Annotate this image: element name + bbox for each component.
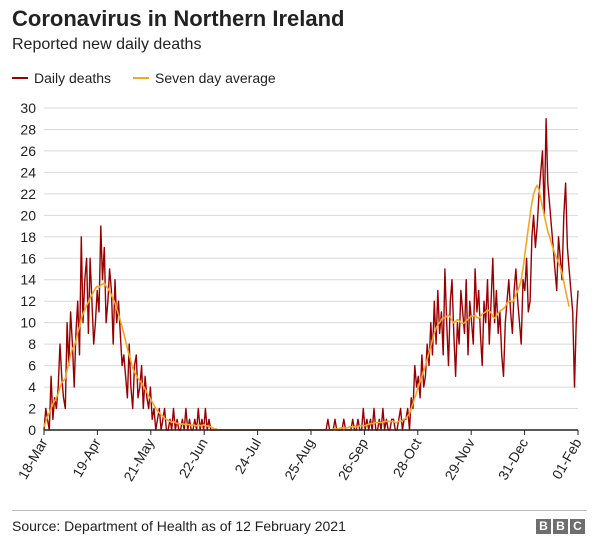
y-tick-label: 22 — [20, 186, 36, 202]
x-tick-label: 18-Mar — [15, 435, 51, 482]
x-tick-label: 01-Feb — [549, 435, 585, 482]
chart-title: Coronavirus in Northern Ireland — [12, 6, 345, 31]
bbc-logo-letter-2: B — [553, 519, 568, 534]
y-tick-label: 6 — [28, 358, 36, 374]
y-tick-label: 16 — [20, 250, 36, 266]
chart-legend: Daily deaths Seven day average — [12, 70, 298, 86]
legend-label-average: Seven day average — [155, 70, 276, 86]
y-tick-label: 4 — [28, 379, 36, 395]
y-tick-label: 10 — [20, 315, 36, 331]
x-tick-label: 21-May — [120, 436, 157, 484]
bbc-logo-letter-3: C — [570, 519, 585, 534]
y-tick-label: 0 — [28, 422, 36, 438]
legend-swatch-average — [133, 77, 150, 79]
legend-item-daily-deaths: Daily deaths — [12, 70, 111, 86]
x-tick-label: 25-Aug — [281, 436, 317, 483]
legend-item-seven-day-average: Seven day average — [133, 70, 276, 86]
chart-subtitle: Reported new daily deaths — [12, 36, 202, 53]
y-tick-label: 30 — [20, 100, 36, 116]
y-tick-label: 24 — [20, 164, 36, 180]
bbc-logo: B B C — [534, 519, 585, 534]
y-tick-label: 20 — [20, 207, 36, 223]
x-tick-label: 28-Oct — [390, 435, 425, 479]
y-tick-label: 26 — [20, 143, 36, 159]
x-tick-label: 24-Jul — [231, 436, 264, 477]
x-tick-label: 19-Apr — [69, 435, 104, 480]
y-tick-label: 28 — [20, 121, 36, 137]
y-tick-label: 12 — [20, 293, 36, 309]
x-tick-label: 29-Nov — [441, 436, 477, 483]
legend-label-daily: Daily deaths — [34, 70, 112, 86]
y-tick-label: 18 — [20, 229, 36, 245]
bbc-logo-letter-1: B — [536, 519, 551, 534]
y-tick-label: 14 — [20, 272, 36, 288]
y-tick-label: 8 — [28, 336, 36, 352]
x-tick-label: 31-Dec — [495, 436, 531, 483]
series-line-daily-deaths — [43, 117, 579, 431]
y-tick-label: 2 — [28, 401, 36, 417]
source-divider — [12, 510, 587, 511]
x-tick-label: 22-Jun — [176, 436, 211, 481]
source-note: Source: Department of Health as of 12 Fe… — [12, 518, 346, 534]
legend-swatch-daily — [12, 77, 28, 79]
x-tick-label: 26-Sep — [335, 435, 372, 482]
